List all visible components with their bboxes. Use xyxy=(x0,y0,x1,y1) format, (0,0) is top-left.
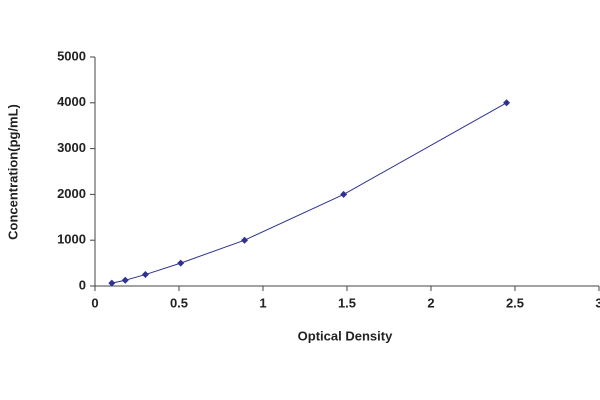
marker xyxy=(340,190,348,198)
marker xyxy=(177,259,185,267)
x-tick-label: 2 xyxy=(427,295,434,310)
marker xyxy=(121,276,129,284)
marker xyxy=(241,236,249,244)
y-tick-label: 4000 xyxy=(57,94,86,109)
marker xyxy=(108,279,116,287)
y-tick-label: 1000 xyxy=(57,232,86,247)
x-tick-label: 1 xyxy=(259,295,266,310)
x-tick-label: 1.5 xyxy=(338,295,356,310)
marker xyxy=(141,271,149,279)
x-tick-label: 0.5 xyxy=(170,295,188,310)
x-tick-label: 0 xyxy=(91,295,98,310)
x-tick-label: 2.5 xyxy=(506,295,524,310)
curve xyxy=(111,102,507,284)
x-tick-label: 3 xyxy=(595,295,600,310)
y-tick-label: 5000 xyxy=(57,48,86,63)
y-tick-label: 0 xyxy=(79,277,86,292)
x-axis-label: Optical Density xyxy=(298,328,393,343)
marker xyxy=(503,99,511,107)
y-tick-label: 2000 xyxy=(57,186,86,201)
y-tick-label: 3000 xyxy=(57,140,86,155)
y-axis-label: Concentration(pg/mL) xyxy=(5,104,20,240)
